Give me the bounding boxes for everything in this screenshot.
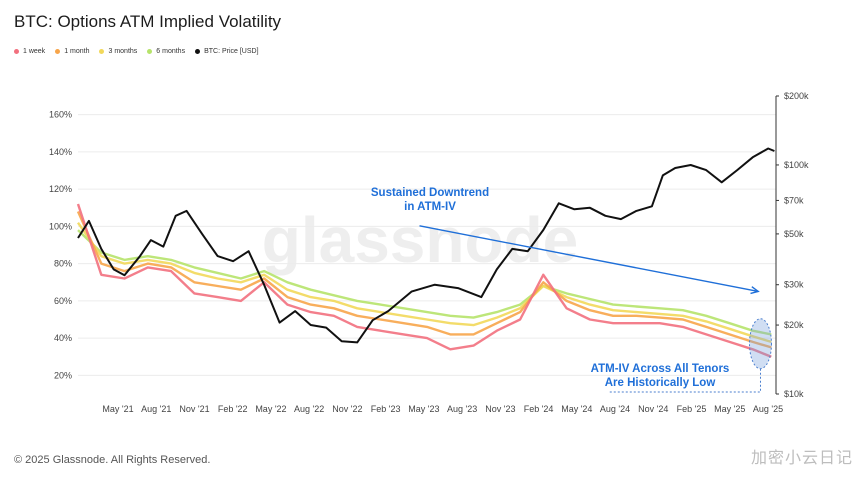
x-tick-label: Aug '22 [294,404,324,414]
legend-label: 6 months [156,48,186,55]
legend-swatch [14,49,19,54]
downtrend-arrow-line [419,225,759,293]
legend-swatch [147,49,153,54]
y-right-tick-label: $70k [784,195,804,205]
series-line-iv6m [77,229,772,336]
y-right-tick-label: $20k [784,320,804,330]
x-tick-label: Aug '24 [600,404,630,414]
low-iv-highlight-ellipse [748,318,772,370]
legend-item-3-months[interactable]: 3 months [99,48,137,55]
x-tick-label: Nov '21 [179,404,209,414]
x-tick-label: Nov '24 [638,404,668,414]
x-tick-label: Feb '24 [524,404,554,414]
watermark-text: 加密小云日记 [750,450,853,467]
x-tick-label: Feb '25 [677,404,707,414]
legend-item-btc-price[interactable]: BTC: Price [USD] [195,48,259,55]
x-tick-label: May '21 [102,404,133,414]
y-left-tick-label: 40% [54,333,72,343]
series-line-iv1w [76,203,772,358]
y-left-tick-label: 120% [49,184,72,194]
downtrend-arrow-head [750,286,760,295]
legend-label: 3 months [108,48,138,55]
x-tick-label: Aug '23 [447,404,477,414]
x-tick-label: Feb '22 [218,404,248,414]
x-tick-label: May '25 [714,404,745,414]
background-watermark: glassnode [262,204,579,276]
legend-item-6-months[interactable]: 6 months [147,48,185,55]
legend-label: 1 week [23,48,46,55]
y-left-tick-label: 140% [49,147,72,157]
x-tick-label: Nov '22 [332,404,362,414]
legend-swatch [195,49,201,54]
series-line-price [77,147,775,344]
copyright-footer: © 2025 Glassnode. All Rights Reserved. [14,454,211,466]
y-left-tick-label: 60% [54,296,72,306]
annotation-downtrend-line2: in ATM-IV [404,201,456,213]
legend-label: 1 month [64,48,90,55]
y-right-tick-label: $10k [784,389,804,399]
chart-title: BTC: Options ATM Implied Volatility [14,12,282,31]
legend-swatch [99,49,105,54]
x-tick-label: Aug '25 [753,404,783,414]
low-iv-bracket [608,368,761,393]
series-line-iv3m [77,222,772,344]
y-right-tick-label: $100k [784,160,809,170]
legend-item-1-week[interactable]: 1 week [14,48,45,55]
series-line-iv1m [76,211,772,349]
legend-swatch [55,49,61,54]
y-left-tick-label: 160% [49,110,72,120]
x-tick-label: May '23 [408,404,439,414]
y-right-tick-label: $30k [784,280,804,290]
y-right-tick-label: $200k [784,91,809,101]
legend-label: BTC: Price [USD] [204,48,259,55]
x-tick-label: Feb '23 [371,404,401,414]
legend: 1 week 1 month 3 months 6 months BTC: Pr… [14,48,259,55]
y-left-tick-label: 100% [49,221,72,231]
x-tick-label: May '24 [561,404,592,414]
annotation-low-iv-line1: ATM-IV Across All Tenors [591,363,730,375]
y-right-tick-label: $50k [784,229,804,239]
x-tick-label: Aug '21 [141,404,171,414]
y-left-tick-label: 80% [54,259,72,269]
annotation-downtrend-line1: Sustained Downtrend [371,187,489,199]
annotation-low-iv-line2: Are Historically Low [605,377,716,389]
legend-item-1-month[interactable]: 1 month [55,48,89,55]
x-tick-label: May '22 [255,404,286,414]
x-tick-label: Nov '23 [485,404,515,414]
y-left-tick-label: 20% [54,370,72,380]
